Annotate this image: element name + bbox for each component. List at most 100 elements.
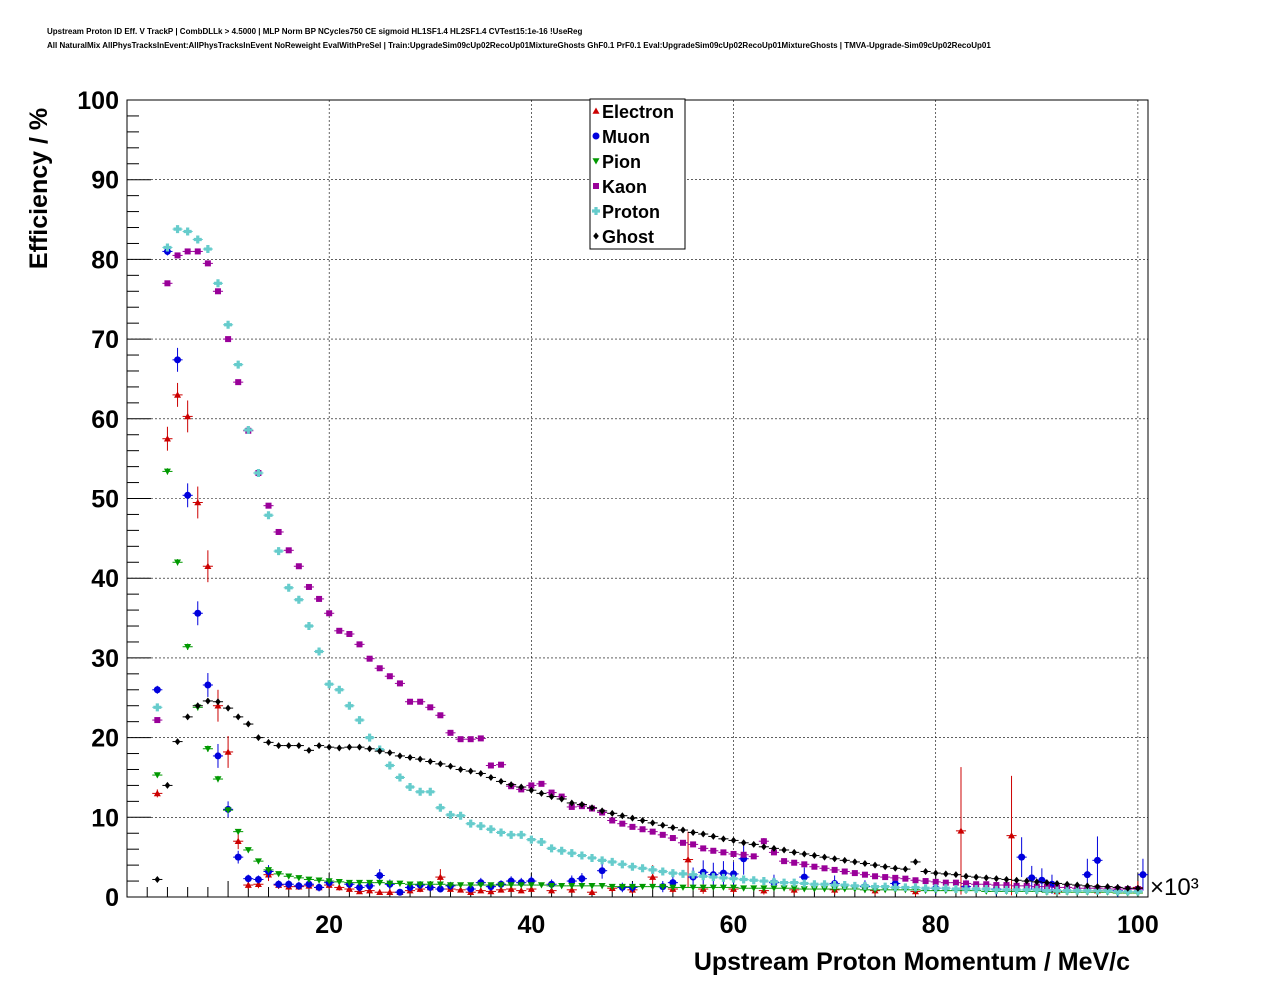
data-point-kaon xyxy=(861,871,868,878)
data-point-electron xyxy=(497,886,505,893)
data-point-electron xyxy=(174,391,182,398)
y-tick-label: 100 xyxy=(77,87,119,115)
data-point-ghost xyxy=(356,743,363,751)
data-point-pion xyxy=(821,886,829,893)
data-point-kaon xyxy=(922,878,929,885)
header-line-1: Upstream Proton ID Eff. V TrackP | CombD… xyxy=(47,27,583,36)
data-point-pion xyxy=(740,885,748,892)
data-point-kaon xyxy=(386,673,393,680)
data-point-proton xyxy=(1063,886,1072,895)
data-point-kaon xyxy=(963,880,970,887)
data-point-proton xyxy=(749,876,758,885)
series-ghost xyxy=(152,697,1143,892)
x-tick-label: 40 xyxy=(517,911,545,939)
data-point-proton xyxy=(951,885,960,894)
series-electron xyxy=(152,382,1143,897)
data-point-ghost xyxy=(892,864,899,872)
data-point-pion xyxy=(608,883,616,891)
data-point-muon xyxy=(305,880,313,888)
data-point-ghost xyxy=(1034,878,1040,886)
data-point-proton xyxy=(153,703,162,712)
data-point-kaon xyxy=(841,868,848,875)
data-point-muon xyxy=(204,681,212,689)
data-point-pion xyxy=(719,884,727,891)
data-point-proton xyxy=(395,773,404,782)
data-point-ghost xyxy=(791,848,797,856)
data-point-muon xyxy=(184,491,192,499)
data-point-proton xyxy=(325,680,334,689)
data-point-muon xyxy=(467,885,475,893)
data-point-ghost xyxy=(1023,877,1030,885)
data-points xyxy=(152,225,1148,897)
data-point-proton xyxy=(638,864,647,873)
data-point-kaon xyxy=(164,280,171,287)
legend-marker-electron xyxy=(592,107,600,114)
data-point-muon xyxy=(244,875,252,883)
data-point-ghost xyxy=(1114,883,1121,891)
data-point-pion xyxy=(214,776,222,783)
data-point-pion xyxy=(588,883,596,890)
data-point-ghost xyxy=(1044,879,1050,887)
data-point-ghost xyxy=(1054,879,1060,887)
data-point-ghost xyxy=(205,697,211,705)
data-point-proton xyxy=(365,733,374,742)
data-point-ghost xyxy=(710,832,717,840)
data-point-proton xyxy=(284,583,293,592)
legend-label-proton: Proton xyxy=(602,202,660,222)
data-point-pion xyxy=(537,882,545,889)
data-point-proton xyxy=(1002,885,1011,894)
data-point-proton xyxy=(254,468,263,477)
data-point-proton xyxy=(264,511,273,520)
data-point-ghost xyxy=(872,861,878,869)
data-point-proton xyxy=(901,883,910,892)
data-point-ghost xyxy=(376,747,383,755)
data-point-proton xyxy=(446,810,455,819)
data-point-ghost xyxy=(245,720,252,728)
data-point-muon xyxy=(669,879,677,887)
data-point-muon xyxy=(1093,856,1101,864)
data-point-proton xyxy=(304,622,313,631)
data-point-proton xyxy=(1032,885,1041,894)
grid xyxy=(127,100,1148,897)
data-point-ghost xyxy=(852,858,858,866)
data-point-pion xyxy=(487,882,495,889)
data-point-proton xyxy=(1113,887,1122,896)
data-point-electron xyxy=(386,888,394,896)
data-point-proton xyxy=(699,872,708,881)
data-point-pion xyxy=(659,883,667,891)
data-point-muon xyxy=(578,875,586,883)
data-point-kaon xyxy=(498,761,505,768)
data-point-ghost xyxy=(528,786,535,794)
data-point-kaon xyxy=(669,835,676,842)
data-point-proton xyxy=(780,878,789,887)
data-point-pion xyxy=(396,880,404,887)
data-point-proton xyxy=(941,884,950,893)
data-point-kaon xyxy=(700,845,707,852)
data-point-electron xyxy=(376,888,384,896)
data-point-pion xyxy=(174,559,182,566)
y-tick-label: 70 xyxy=(91,326,119,354)
data-point-ghost xyxy=(841,856,848,864)
data-point-proton xyxy=(709,873,718,882)
legend-label-kaon: Kaon xyxy=(602,177,647,197)
data-point-proton xyxy=(315,647,324,656)
data-point-kaon xyxy=(548,789,555,796)
data-point-kaon xyxy=(204,260,211,267)
data-point-proton xyxy=(537,838,546,847)
data-point-ghost xyxy=(629,814,636,822)
y-tick-label: 50 xyxy=(91,486,119,514)
data-point-ghost xyxy=(184,713,191,721)
data-point-proton xyxy=(588,853,597,862)
data-point-proton xyxy=(183,227,192,236)
data-point-kaon xyxy=(437,712,444,719)
data-point-proton xyxy=(668,869,677,878)
data-point-pion xyxy=(386,880,394,887)
data-point-kaon xyxy=(407,698,414,705)
data-point-proton xyxy=(689,870,698,879)
data-point-pion xyxy=(467,882,475,889)
data-point-proton xyxy=(850,881,859,890)
data-point-kaon xyxy=(336,627,343,634)
data-point-pion xyxy=(861,887,869,894)
data-point-proton xyxy=(1042,886,1051,895)
